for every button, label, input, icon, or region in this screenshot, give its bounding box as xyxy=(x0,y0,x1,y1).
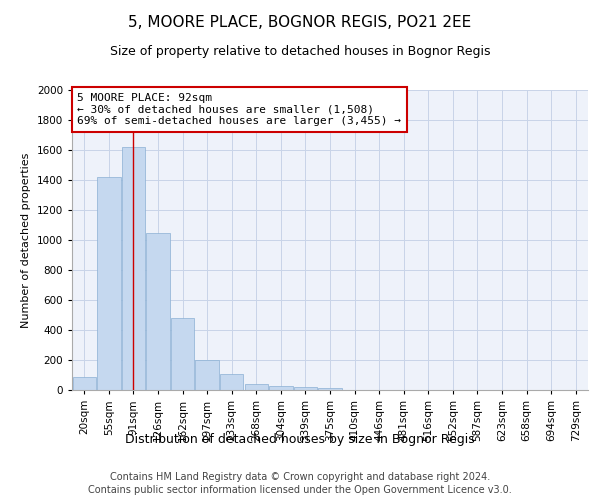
Bar xyxy=(220,374,244,390)
Bar xyxy=(269,386,293,390)
Text: Size of property relative to detached houses in Bognor Regis: Size of property relative to detached ho… xyxy=(110,45,490,58)
Bar xyxy=(97,177,121,390)
Text: 5 MOORE PLACE: 92sqm
← 30% of detached houses are smaller (1,508)
69% of semi-de: 5 MOORE PLACE: 92sqm ← 30% of detached h… xyxy=(77,93,401,126)
Bar xyxy=(196,360,219,390)
Bar xyxy=(294,387,317,390)
Text: Distribution of detached houses by size in Bognor Regis: Distribution of detached houses by size … xyxy=(125,432,475,446)
Text: Contains public sector information licensed under the Open Government Licence v3: Contains public sector information licen… xyxy=(88,485,512,495)
Bar xyxy=(319,388,341,390)
Bar xyxy=(122,147,145,390)
Text: 5, MOORE PLACE, BOGNOR REGIS, PO21 2EE: 5, MOORE PLACE, BOGNOR REGIS, PO21 2EE xyxy=(128,15,472,30)
Bar xyxy=(171,318,194,390)
Bar xyxy=(146,232,170,390)
Text: Contains HM Land Registry data © Crown copyright and database right 2024.: Contains HM Land Registry data © Crown c… xyxy=(110,472,490,482)
Bar xyxy=(245,384,268,390)
Bar xyxy=(73,377,96,390)
Y-axis label: Number of detached properties: Number of detached properties xyxy=(21,152,31,328)
